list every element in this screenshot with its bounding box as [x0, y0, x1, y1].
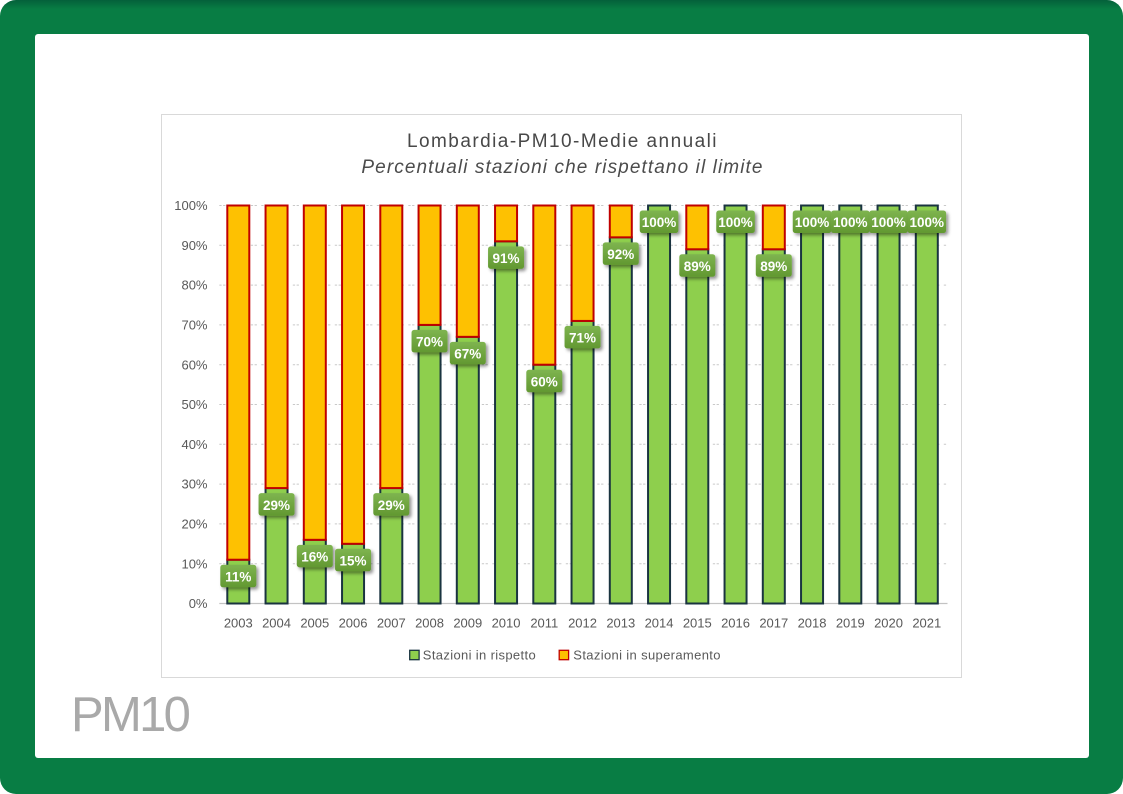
svg-text:71%: 71% — [569, 331, 596, 346]
svg-text:67%: 67% — [454, 347, 481, 362]
svg-text:100%: 100% — [871, 215, 906, 230]
svg-text:100%: 100% — [833, 215, 868, 230]
svg-text:90%: 90% — [181, 238, 207, 253]
svg-text:15%: 15% — [340, 554, 367, 569]
svg-text:40%: 40% — [181, 437, 207, 452]
svg-text:91%: 91% — [493, 251, 520, 266]
svg-text:20%: 20% — [181, 517, 207, 532]
svg-text:2004: 2004 — [262, 615, 291, 630]
svg-text:2013: 2013 — [606, 615, 635, 630]
svg-text:Stazioni in rispetto: Stazioni in rispetto — [423, 648, 536, 663]
svg-text:Stazioni in superamento: Stazioni in superamento — [573, 648, 721, 663]
svg-text:2005: 2005 — [300, 615, 329, 630]
svg-text:0%: 0% — [189, 596, 208, 611]
svg-text:30%: 30% — [181, 477, 207, 492]
svg-text:2020: 2020 — [874, 615, 903, 630]
svg-text:2010: 2010 — [492, 615, 521, 630]
svg-text:92%: 92% — [607, 247, 634, 262]
svg-text:70%: 70% — [181, 318, 207, 333]
svg-text:60%: 60% — [181, 357, 207, 372]
svg-text:2011: 2011 — [530, 615, 558, 630]
svg-text:2008: 2008 — [415, 615, 444, 630]
svg-text:89%: 89% — [760, 259, 787, 274]
svg-text:2009: 2009 — [453, 615, 482, 630]
svg-text:2018: 2018 — [798, 615, 827, 630]
svg-text:70%: 70% — [416, 335, 443, 350]
svg-text:2016: 2016 — [721, 615, 750, 630]
svg-text:2006: 2006 — [339, 615, 368, 630]
svg-text:2015: 2015 — [683, 615, 712, 630]
svg-text:100%: 100% — [174, 198, 208, 213]
svg-text:2017: 2017 — [759, 615, 788, 630]
svg-text:29%: 29% — [263, 498, 290, 513]
svg-text:89%: 89% — [684, 259, 711, 274]
svg-text:2012: 2012 — [568, 615, 597, 630]
svg-text:29%: 29% — [378, 498, 405, 513]
svg-text:11%: 11% — [225, 569, 251, 584]
svg-text:10%: 10% — [181, 556, 207, 571]
svg-text:2021: 2021 — [912, 615, 941, 630]
svg-text:2007: 2007 — [377, 615, 406, 630]
svg-text:2003: 2003 — [224, 615, 253, 630]
svg-text:80%: 80% — [181, 278, 207, 293]
svg-text:100%: 100% — [910, 215, 945, 230]
svg-text:50%: 50% — [181, 397, 207, 412]
svg-text:100%: 100% — [795, 215, 830, 230]
svg-text:100%: 100% — [642, 215, 677, 230]
svg-text:2014: 2014 — [645, 615, 674, 630]
svg-text:2019: 2019 — [836, 615, 865, 630]
svg-text:60%: 60% — [531, 374, 558, 389]
svg-text:100%: 100% — [718, 215, 753, 230]
svg-text:16%: 16% — [301, 550, 328, 565]
